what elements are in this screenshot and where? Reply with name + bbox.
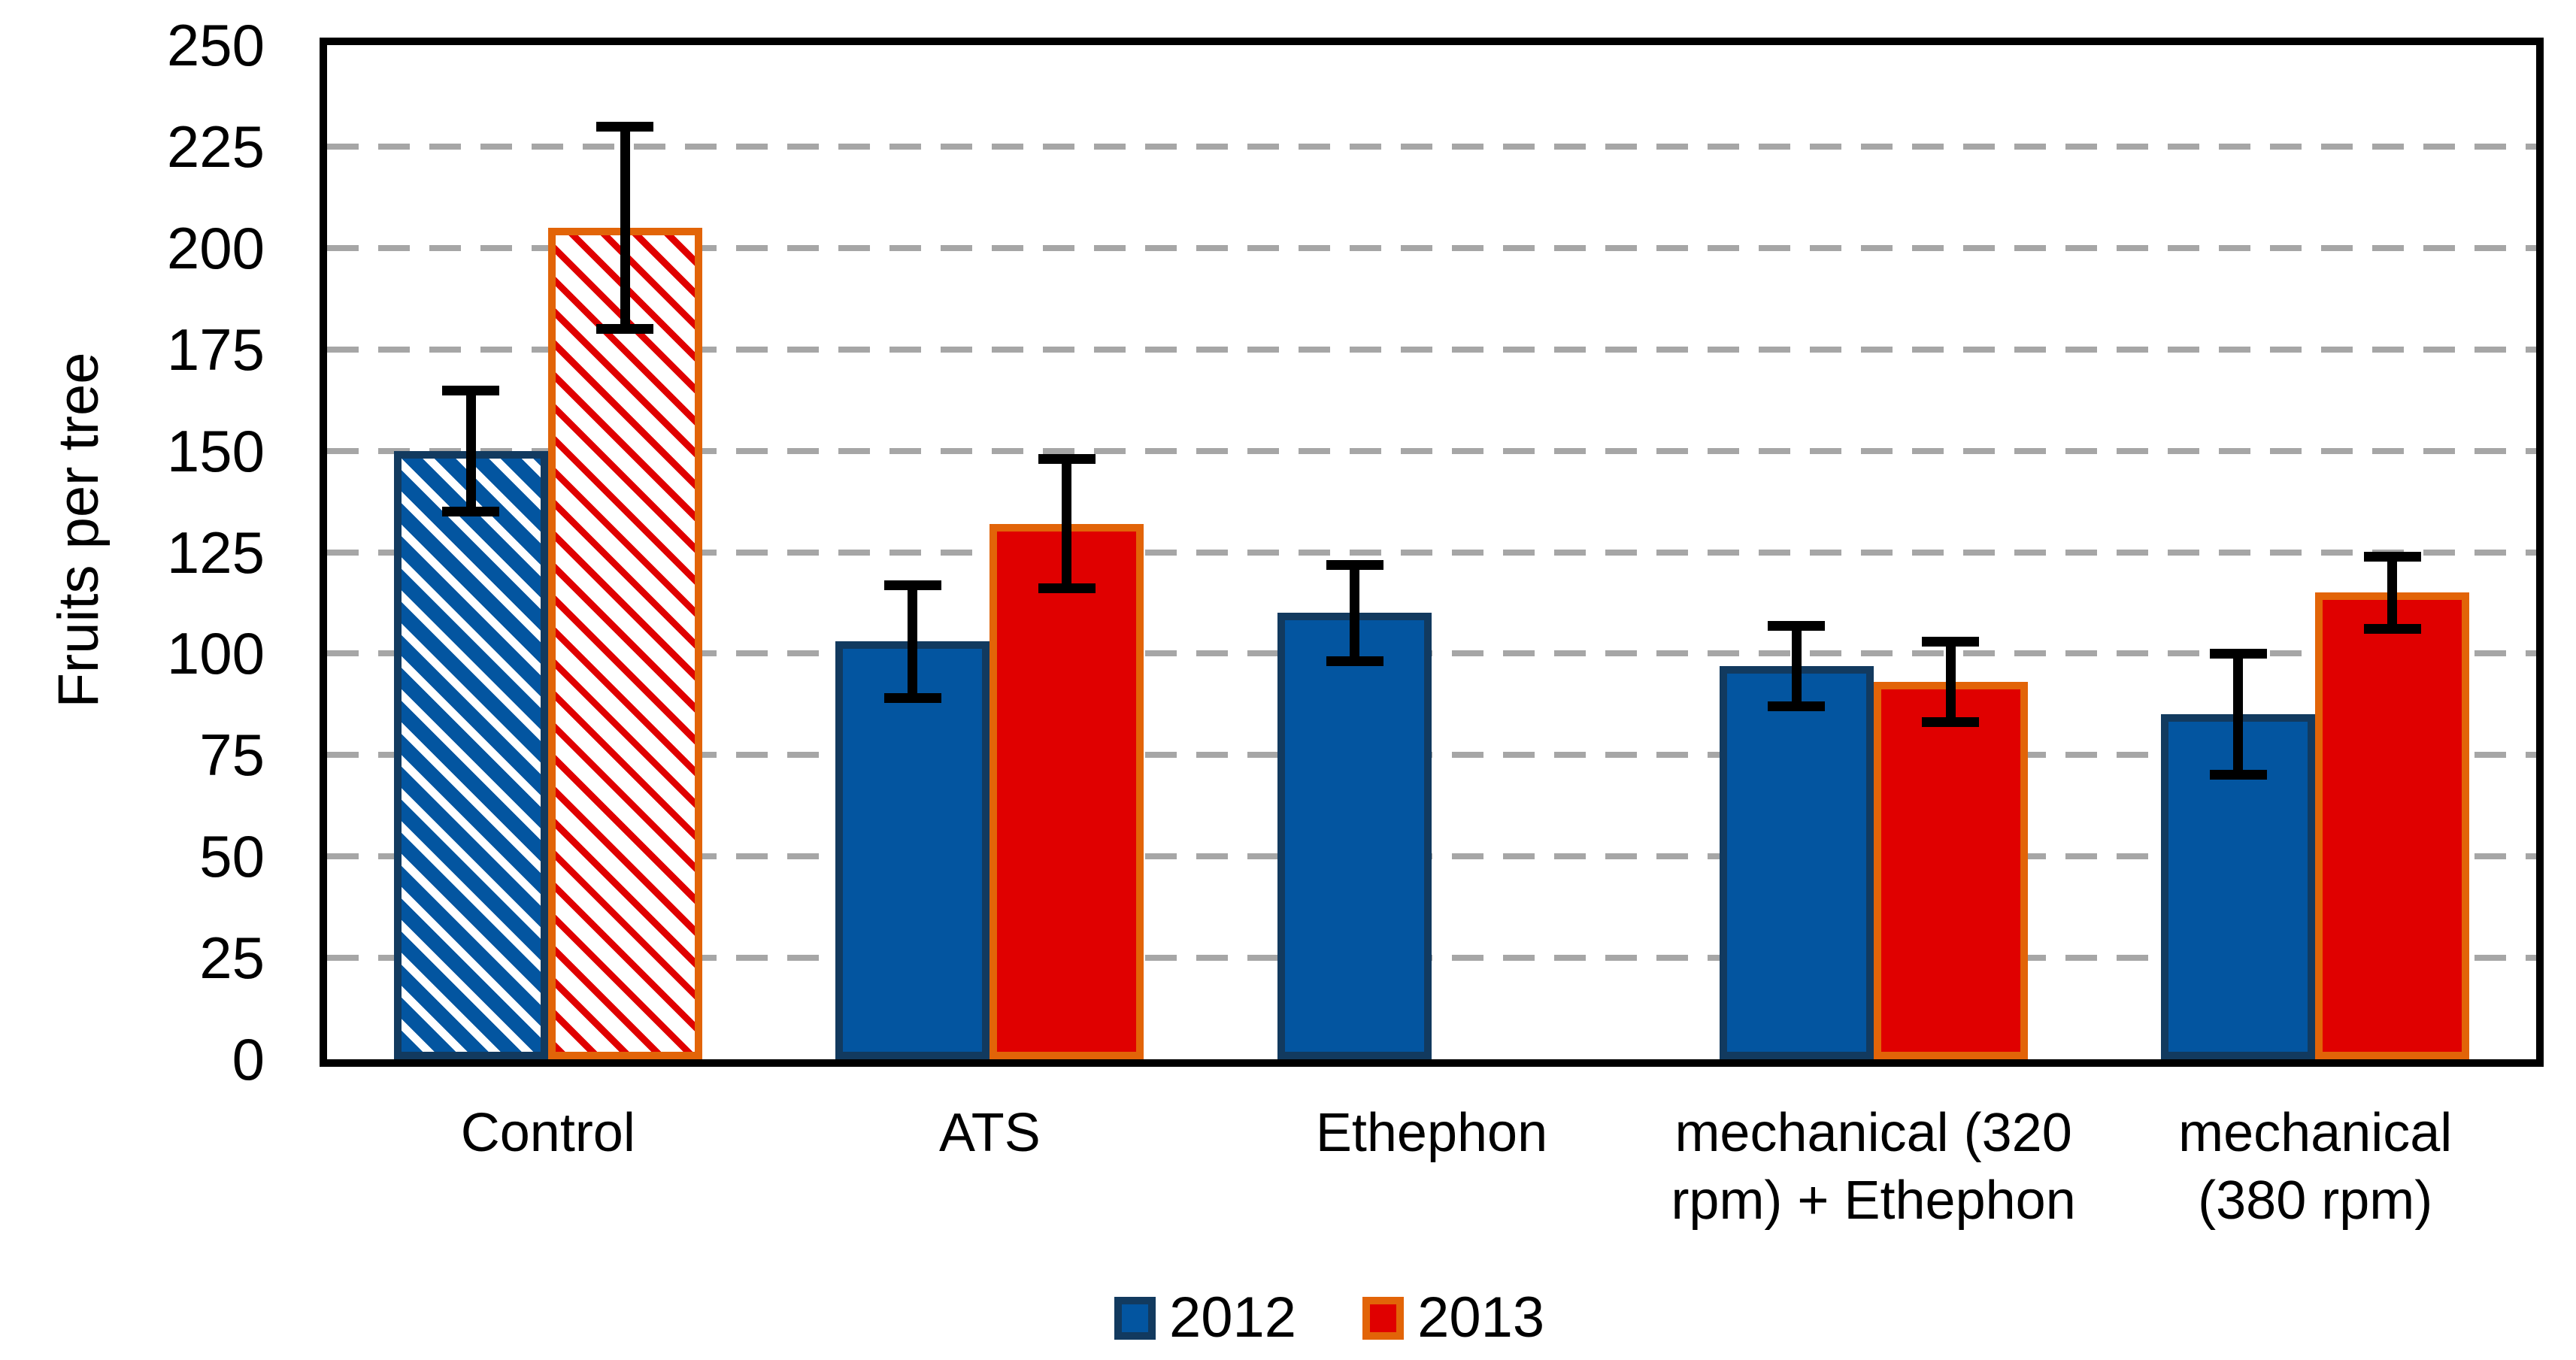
legend-swatch-2013 — [1362, 1296, 1405, 1340]
legend-swatch-2012 — [1114, 1296, 1156, 1340]
plot-area — [320, 38, 2544, 1067]
error-bar-line-2013-ATS — [1062, 459, 1072, 589]
y-tick-label-250: 250 — [166, 12, 265, 78]
gridline-50 — [327, 853, 2536, 860]
legend: 2012 2013 — [1114, 1284, 1544, 1352]
error-bar-cap-bottom — [2209, 770, 2267, 780]
gridline-175 — [327, 346, 2536, 353]
bar-2013-mechanical (380 rpm) — [2315, 592, 2470, 1059]
error-bar-cap-top — [1038, 454, 1096, 465]
bar-2013-mechanical (320 rpm) + Ethephon — [1873, 682, 2028, 1059]
bar-2013-Control — [547, 227, 702, 1059]
gridline-25 — [327, 955, 2536, 962]
error-bar-cap-top — [596, 121, 654, 132]
error-bar-line-2013-Control — [620, 126, 630, 329]
error-bar-cap-top — [1768, 620, 1826, 631]
x-tick-label-ATS: ATS — [939, 1103, 1041, 1163]
x-tick-label-Control: Control — [460, 1103, 635, 1163]
y-tick-label-75: 75 — [199, 722, 265, 789]
bar-2013-ATS — [989, 523, 1144, 1059]
error-bar-cap-top — [1922, 637, 1980, 647]
error-bar-line-2012-Ethephon — [1350, 564, 1359, 662]
legend-item-2013: 2013 — [1362, 1284, 1544, 1352]
error-bar-cap-top — [883, 580, 941, 590]
y-tick-label-100: 100 — [166, 620, 265, 687]
error-bar-cap-bottom — [1922, 717, 1980, 728]
error-bar-line-2012-ATS — [908, 584, 918, 698]
y-tick-label-150: 150 — [166, 417, 265, 484]
error-bar-cap-bottom — [1326, 656, 1383, 667]
x-tick-label-mechanical (380 rpm): mechanical (380 rpm) — [2178, 1103, 2453, 1231]
error-bar-cap-bottom — [883, 692, 941, 703]
error-bar-cap-top — [442, 385, 500, 395]
y-tick-label-225: 225 — [166, 113, 265, 180]
gridline-100 — [327, 650, 2536, 657]
gridline-200 — [327, 244, 2536, 251]
legend-label-2012: 2012 — [1169, 1286, 1297, 1349]
gridline-75 — [327, 752, 2536, 759]
y-tick-label-25: 25 — [199, 925, 265, 992]
y-tick-label-125: 125 — [166, 519, 265, 586]
y-tick-label-200: 200 — [166, 214, 265, 281]
error-bar-line-2012-mechanical (320 rpm) + Ethephon — [1791, 625, 1802, 707]
error-bar-cap-bottom — [442, 506, 500, 516]
gridline-125 — [327, 549, 2536, 556]
gridline-225 — [327, 143, 2536, 150]
error-bar-cap-bottom — [1768, 701, 1826, 711]
error-bar-line-2013-mechanical (320 rpm) + Ethephon — [1945, 641, 1956, 723]
error-bar-cap-bottom — [596, 323, 654, 334]
bar-2012-Ethephon — [1277, 613, 1432, 1059]
error-bar-cap-bottom — [1038, 583, 1096, 594]
bar-2012-Control — [393, 450, 548, 1059]
bar-2012-mechanical (320 rpm) + Ethephon — [1719, 665, 1874, 1059]
y-tick-label-0: 0 — [232, 1026, 265, 1092]
error-bar-cap-bottom — [2363, 624, 2421, 635]
y-tick-label-50: 50 — [199, 823, 265, 890]
x-tick-label-Ethephon: Ethephon — [1315, 1103, 1548, 1163]
legend-label-2013: 2013 — [1417, 1286, 1545, 1349]
legend-item-2012: 2012 — [1114, 1284, 1296, 1352]
error-bar-line-2012-mechanical (380 rpm) — [2233, 653, 2244, 776]
error-bar-line-2013-mechanical (380 rpm) — [2387, 556, 2398, 630]
y-tick-label-175: 175 — [166, 316, 265, 383]
x-tick-label-mechanical (320 rpm) + Ethephon: mechanical (320 rpm) + Ethephon — [1671, 1103, 2076, 1231]
error-bar-cap-top — [2363, 551, 2421, 562]
gridline-150 — [327, 447, 2536, 454]
error-bar-cap-top — [1326, 559, 1383, 570]
error-bar-cap-top — [2209, 649, 2267, 659]
error-bar-line-2012-Control — [465, 389, 476, 512]
bar-2012-ATS — [835, 641, 990, 1059]
